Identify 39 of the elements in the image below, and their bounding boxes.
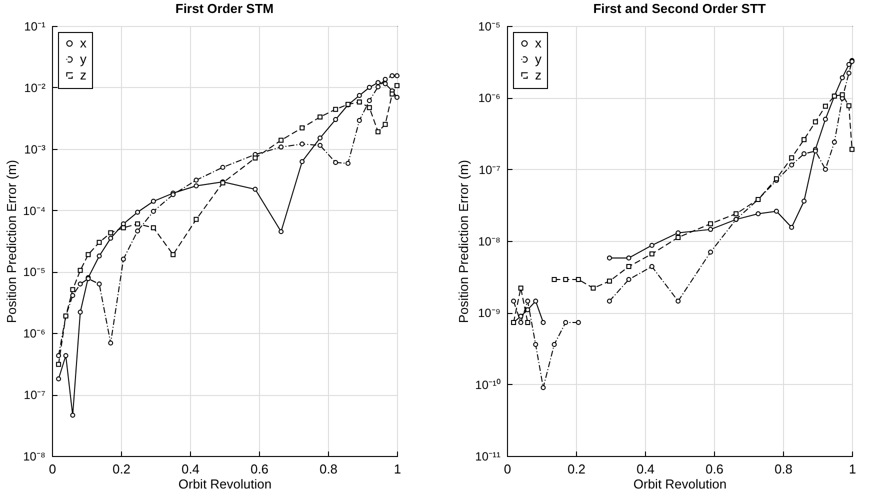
legend-label: z (535, 68, 542, 82)
legend-label: z (80, 68, 86, 82)
legend-label: x (80, 36, 87, 50)
legend-label: y (535, 52, 542, 66)
chart-title: First Order STM (175, 1, 274, 16)
y-tick-label: 10⁻⁸ (23, 450, 46, 464)
y-tick-label: 10⁻² (24, 80, 46, 95)
y-tick-label: 10⁻¹⁰ (475, 378, 500, 392)
y-tick-label: 10⁻⁷ (24, 388, 46, 402)
y-tick-label: 10⁻³ (24, 142, 46, 156)
x-axis-title: Orbit Revolution (178, 476, 272, 492)
y-tick-label: 10⁻⁸ (478, 234, 500, 248)
y-tick-label: 10⁻⁵ (478, 20, 501, 34)
x-tick-label: 0.8 (319, 462, 338, 476)
x-tick-label: 0.4 (181, 462, 200, 476)
chart-title: First and Second Order STT (593, 1, 766, 16)
legend-label: x (535, 36, 542, 50)
y-tick-label: 10⁻⁷ (478, 162, 500, 177)
x-tick-label: 0.6 (705, 462, 724, 476)
x-tick-label: 1 (394, 462, 402, 476)
x-tick-label: 0.4 (636, 462, 655, 476)
y-tick-label: 10⁻⁶ (23, 326, 46, 341)
y-tick-label: 10⁻¹ (24, 20, 46, 34)
y-tick-label: 10⁻⁴ (22, 204, 46, 218)
y-tick-label: 10⁻⁵ (23, 265, 46, 280)
legend-label: y (80, 52, 87, 66)
y-tick-label: 10⁻¹¹ (475, 450, 500, 464)
y-axis-title: Position Prediction Error (m) (4, 160, 19, 324)
x-tick-label: 1 (848, 462, 856, 476)
x-tick-label: 0.8 (774, 462, 793, 476)
x-tick-label: 0.6 (250, 462, 269, 476)
y-tick-label: 10⁻⁹ (478, 306, 500, 320)
x-axis-title: Orbit Revolution (633, 476, 727, 492)
y-axis-title: Position Prediction Error (m) (456, 160, 472, 324)
x-tick-label: 0.2 (567, 462, 586, 476)
x-tick-label: 0 (48, 462, 56, 476)
x-tick-label: 0.2 (112, 462, 131, 476)
x-tick-label: 0 (504, 462, 512, 476)
y-tick-label: 10⁻⁶ (478, 91, 501, 106)
